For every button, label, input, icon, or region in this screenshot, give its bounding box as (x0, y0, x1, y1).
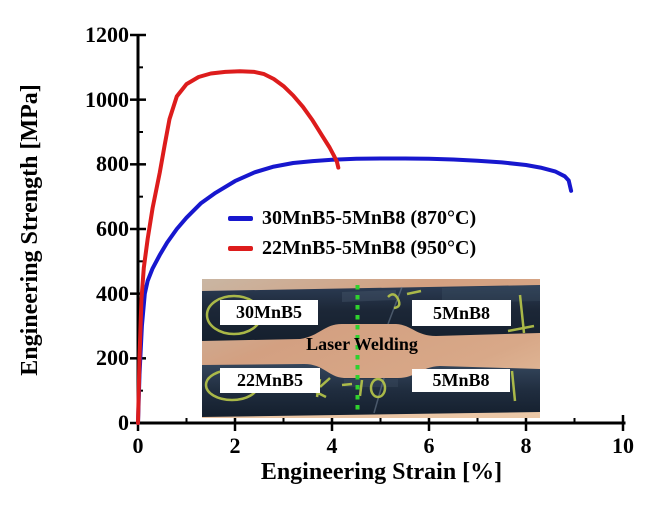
y-tick-label: 600 (96, 216, 129, 241)
label-22mnb5: 22MnB5 (220, 368, 320, 393)
label-laser-welding: Laser Welding (306, 333, 418, 354)
y-tick-label: 0 (118, 410, 129, 435)
weld-seam-bottom (373, 377, 385, 414)
legend-item-blue: 30MnB5-5MnB8 (870°C) (228, 203, 476, 233)
x-tick-label: 2 (229, 433, 241, 458)
y-tick-label: 1000 (85, 86, 129, 112)
y-tick-label: 1200 (85, 22, 129, 47)
legend-label-blue: 30MnB5-5MnB8 (870°C) (262, 206, 477, 229)
legend-label-red: 22MnB5-5MnB8 (950°C) (262, 236, 477, 259)
x-tick-label: 4 (326, 433, 338, 458)
specimen-photo-inset: 30MnB5 5MnB8 Laser Welding 22MnB5 5MnB8 (202, 279, 540, 418)
label-5mnb8-top: 5MnB8 (412, 300, 511, 326)
x-tick-label: 6 (423, 433, 435, 458)
marker-scribbles (204, 289, 535, 402)
weld-seam-top (387, 286, 403, 325)
specimen-top (202, 285, 540, 341)
x-tick-label: 10 (612, 433, 634, 458)
x-tick-label: 0 (132, 433, 144, 458)
specimen-top-right-sheen (442, 285, 540, 303)
legend-line-blue (228, 215, 253, 221)
y-tick-label: 800 (96, 151, 129, 177)
y-tick-label: 400 (96, 280, 129, 306)
y-tick-label: 200 (96, 345, 129, 371)
x-axis-title: Engineering Strain [%] (260, 459, 503, 485)
label-5mnb8-bottom: 5MnB8 (412, 369, 510, 392)
legend-item-red: 22MnB5-5MnB8 (950°C) (228, 233, 476, 263)
label-30mnb5: 30MnB5 (220, 300, 318, 325)
x-tick-label: 8 (520, 433, 532, 458)
legend: 30MnB5-5MnB8 (870°C) 22MnB5-5MnB8 (950°C… (228, 203, 476, 263)
legend-line-red (228, 245, 253, 251)
